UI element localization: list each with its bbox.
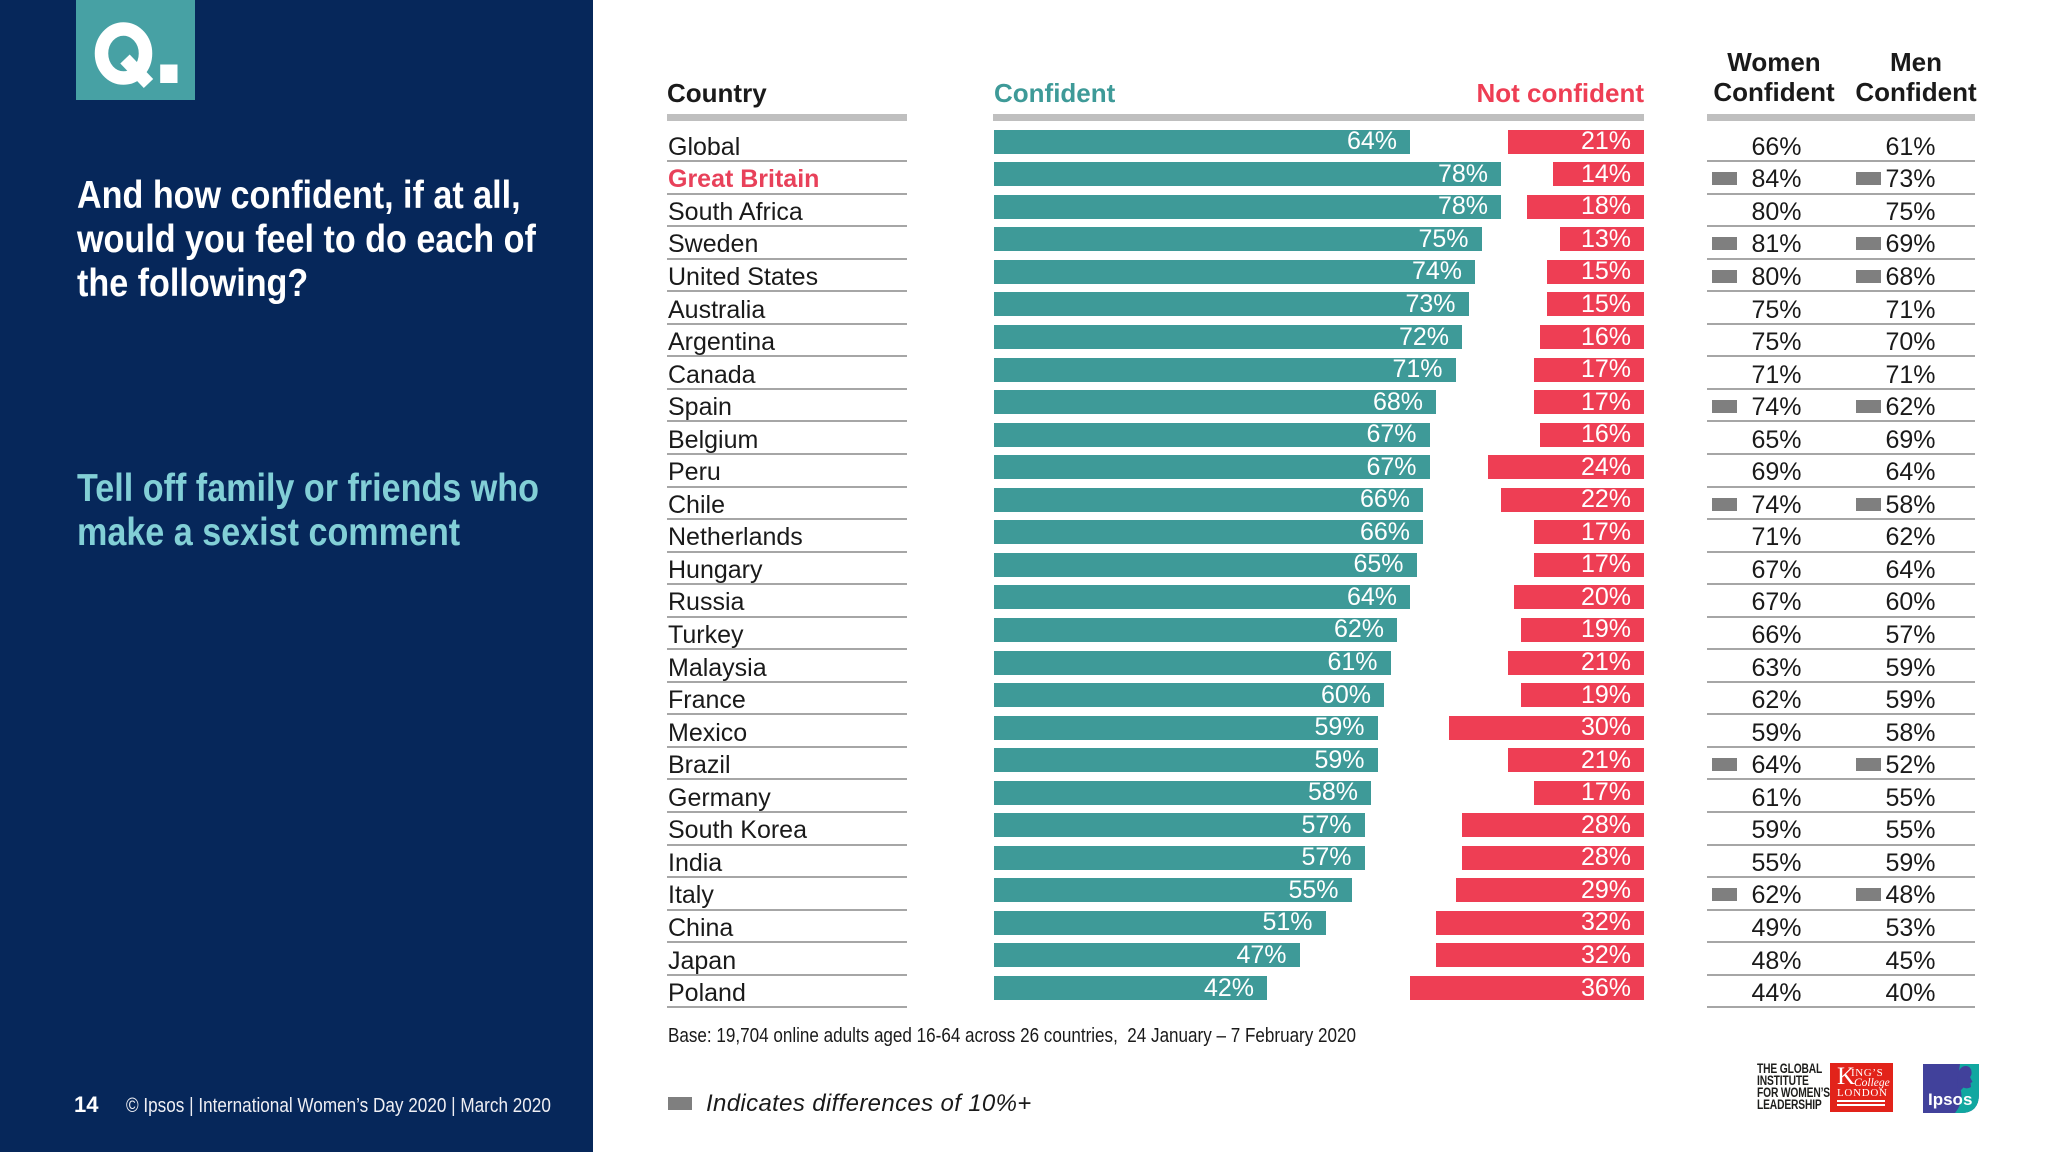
svg-text:Ipsos: Ipsos [1928, 1090, 1972, 1109]
